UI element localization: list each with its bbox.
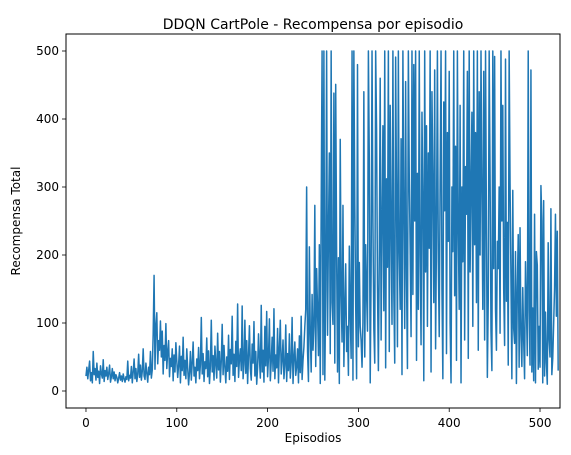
chart-title: DDQN CartPole - Recompensa por episodio [163,17,464,33]
x-tick-label: 500 [529,416,552,430]
plot-area: 0 100 200 300 400 500 0 100 200 300 400 500 [36,33,561,430]
series-layer [85,50,559,386]
y-axis-label: Recompensa Total [9,167,23,276]
y-tick-label: 0 [51,384,59,398]
y-tick-label: 200 [36,248,59,262]
y-tick-label: 300 [36,180,59,194]
x-tick-label: 0 [82,416,90,430]
y-axis-ticks: 0 100 200 300 400 500 [36,44,66,398]
series-line [85,50,559,386]
x-tick-label: 300 [347,416,370,430]
x-tick-label: 400 [438,416,461,430]
x-tick-label: 200 [256,416,279,430]
x-axis-label: Episodios [285,431,342,445]
x-axis-ticks: 0 100 200 300 400 500 [82,408,551,430]
y-tick-label: 100 [36,316,59,330]
y-tick-label: 400 [36,112,59,126]
x-tick-label: 100 [165,416,188,430]
y-tick-label: 500 [36,44,59,58]
plot-frame [65,33,561,409]
